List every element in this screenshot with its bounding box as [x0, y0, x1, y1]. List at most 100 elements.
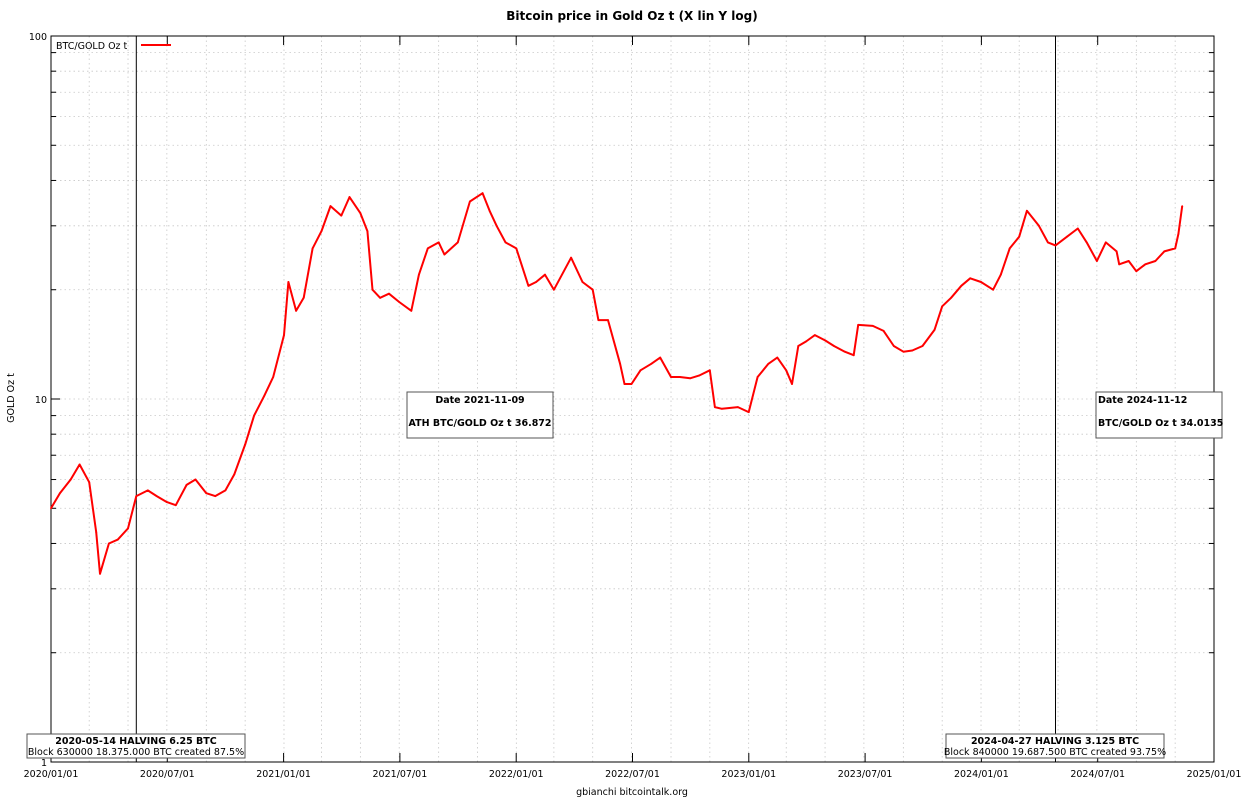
- data-point: [591, 288, 594, 291]
- data-point: [388, 292, 390, 295]
- series-line: [50, 192, 1184, 575]
- data-point: [1154, 260, 1157, 262]
- data-point: [410, 309, 413, 312]
- data-point: [698, 374, 700, 377]
- x-axis-label: gbianchi bitcointalk.org: [576, 787, 688, 798]
- data-point: [99, 572, 101, 575]
- data-point: [233, 473, 236, 476]
- data-point: [581, 281, 584, 283]
- data-point: [570, 256, 572, 259]
- x-tick-label: 2022/01/01: [489, 769, 544, 780]
- data-point: [379, 296, 381, 299]
- data-point: [398, 301, 401, 303]
- data-point: [553, 288, 555, 291]
- data-point: [814, 334, 816, 336]
- data-point: [59, 492, 61, 495]
- data-point: [1127, 260, 1130, 262]
- data-point: [95, 531, 98, 533]
- info-value: BTC/GOLD Oz t 34.0135: [1098, 418, 1223, 429]
- data-point: [980, 281, 982, 283]
- data-point: [785, 369, 788, 372]
- data-point: [797, 345, 800, 347]
- legend: BTC/GOLD Oz t: [56, 41, 171, 52]
- y-tick-label: 1: [41, 758, 47, 769]
- data-point: [214, 495, 217, 497]
- x-tick-label: 2020/01/01: [24, 769, 79, 780]
- data-point: [194, 478, 197, 481]
- data-point: [1181, 205, 1184, 208]
- data-point: [950, 296, 952, 299]
- data-point: [329, 205, 332, 208]
- data-point: [1018, 235, 1021, 238]
- x-tick-label: 2024/07/01: [1070, 769, 1125, 780]
- data-point: [833, 345, 835, 347]
- data-point: [737, 406, 739, 408]
- x-tick-label: 2020/07/01: [140, 769, 195, 780]
- data-point: [650, 362, 653, 365]
- data-point: [302, 296, 305, 299]
- halving-detail: Block 630000 18.375.000 BTC created 87.5…: [28, 747, 244, 758]
- data-point: [283, 334, 285, 336]
- data-point: [892, 345, 895, 347]
- data-point: [1047, 241, 1049, 244]
- data-point: [1163, 250, 1166, 253]
- data-point: [659, 356, 662, 359]
- data-point: [418, 273, 420, 276]
- data-point: [348, 196, 351, 199]
- data-point: [639, 369, 642, 372]
- data-point: [756, 376, 759, 378]
- chart-title: Bitcoin price in Gold Oz t (X lin Y log): [506, 9, 757, 23]
- data-point: [320, 230, 323, 233]
- data-point: [371, 288, 374, 291]
- data-point: [767, 362, 770, 365]
- data-point: [527, 284, 530, 287]
- data-point: [933, 329, 936, 331]
- data-point: [1118, 263, 1121, 266]
- data-point: [721, 407, 723, 410]
- info-box: [1095, 391, 1223, 439]
- data-point: [857, 324, 860, 326]
- data-point: [1096, 260, 1098, 262]
- data-point: [135, 495, 138, 497]
- data-point: [244, 443, 247, 446]
- data-point: [78, 463, 81, 466]
- x-tick-label: 2025/01/01: [1187, 769, 1242, 780]
- data-point: [108, 542, 110, 545]
- data-point: [921, 345, 924, 347]
- info-box: [406, 391, 554, 439]
- info-date: Date 2021-11-09: [435, 395, 524, 406]
- data-point: [166, 501, 168, 503]
- data-point: [443, 253, 446, 256]
- data-point: [488, 209, 491, 212]
- data-point: [791, 383, 793, 385]
- data-point: [992, 288, 994, 291]
- data-point: [340, 214, 343, 217]
- data-point: [205, 492, 208, 495]
- data-point: [253, 414, 256, 417]
- data-point: [882, 330, 885, 332]
- halving-title: 2024-04-27 HALVING 3.125 BTC: [971, 736, 1139, 747]
- halving-box: [945, 733, 1165, 759]
- data-point: [1008, 247, 1011, 250]
- data-point: [689, 377, 691, 380]
- data-point: [437, 241, 440, 244]
- data-point: [1174, 247, 1177, 250]
- data-point: [224, 489, 227, 492]
- data-point: [714, 406, 716, 408]
- data-point: [747, 411, 750, 413]
- data-point: [1177, 233, 1180, 235]
- data-point: [1085, 241, 1088, 244]
- data-point: [1038, 224, 1040, 227]
- data-point: [1115, 250, 1118, 253]
- data-point: [630, 383, 633, 385]
- data-point: [426, 247, 429, 250]
- x-tick-label: 2021/01/01: [256, 769, 311, 780]
- y-axis-label: GOLD Oz t: [6, 373, 17, 423]
- x-tick-label: 2022/07/01: [605, 769, 660, 780]
- x-tick-label: 2024/01/01: [954, 769, 1009, 780]
- data-point: [623, 383, 626, 385]
- data-point: [469, 200, 471, 203]
- data-point: [619, 362, 621, 365]
